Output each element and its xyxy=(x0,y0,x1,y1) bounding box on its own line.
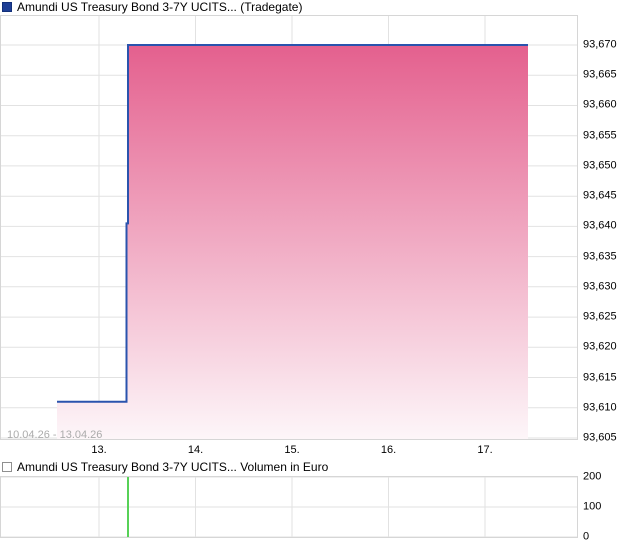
price-plot-area xyxy=(0,15,578,440)
volume-y-tick-label: 0 xyxy=(583,530,590,543)
price-y-tick-label: 93,670 xyxy=(583,38,617,51)
price-y-tick-label: 93,650 xyxy=(583,159,617,172)
price-x-tick-label: 16. xyxy=(380,444,397,456)
price-x-tick-label: 13. xyxy=(91,444,107,456)
price-y-tick-label: 93,605 xyxy=(583,431,617,444)
price-x-tick-label: 17. xyxy=(477,444,493,456)
price-y-tick-label: 93,610 xyxy=(583,401,617,414)
volume-y-tick-label: 200 xyxy=(583,470,602,483)
price-y-tick-label: 93,620 xyxy=(583,340,617,353)
price-chart-header: Amundi US Treasury Bond 3-7Y UCITS... (T… xyxy=(2,1,302,13)
price-y-tick-label: 93,635 xyxy=(583,250,617,263)
price-y-tick-label: 93,625 xyxy=(583,310,617,323)
volume-plot-area xyxy=(0,476,578,538)
price-y-tick-label: 93,640 xyxy=(583,219,617,232)
price-y-tick-label: 93,655 xyxy=(583,129,617,142)
date-range-label: 10.04.26 - 13.04.26 xyxy=(7,429,103,441)
price-series-legend-icon xyxy=(2,2,12,12)
price-y-tick-label: 93,660 xyxy=(583,98,617,111)
price-x-tick-label: 14. xyxy=(187,444,204,456)
price-x-tick-label: 15. xyxy=(284,444,300,456)
price-y-tick-label: 93,665 xyxy=(583,68,617,81)
price-y-tick-label: 93,630 xyxy=(583,280,617,293)
price-y-tick-label: 93,645 xyxy=(583,189,617,202)
price-y-tick-label: 93,615 xyxy=(583,371,617,384)
price-chart-title: Amundi US Treasury Bond 3-7Y UCITS... (T… xyxy=(17,0,303,14)
volume-series-legend-icon xyxy=(2,462,12,472)
volume-chart-header: Amundi US Treasury Bond 3-7Y UCITS... Vo… xyxy=(2,461,328,473)
volume-y-tick-label: 100 xyxy=(583,500,602,513)
volume-chart-title: Amundi US Treasury Bond 3-7Y UCITS... Vo… xyxy=(17,460,329,474)
